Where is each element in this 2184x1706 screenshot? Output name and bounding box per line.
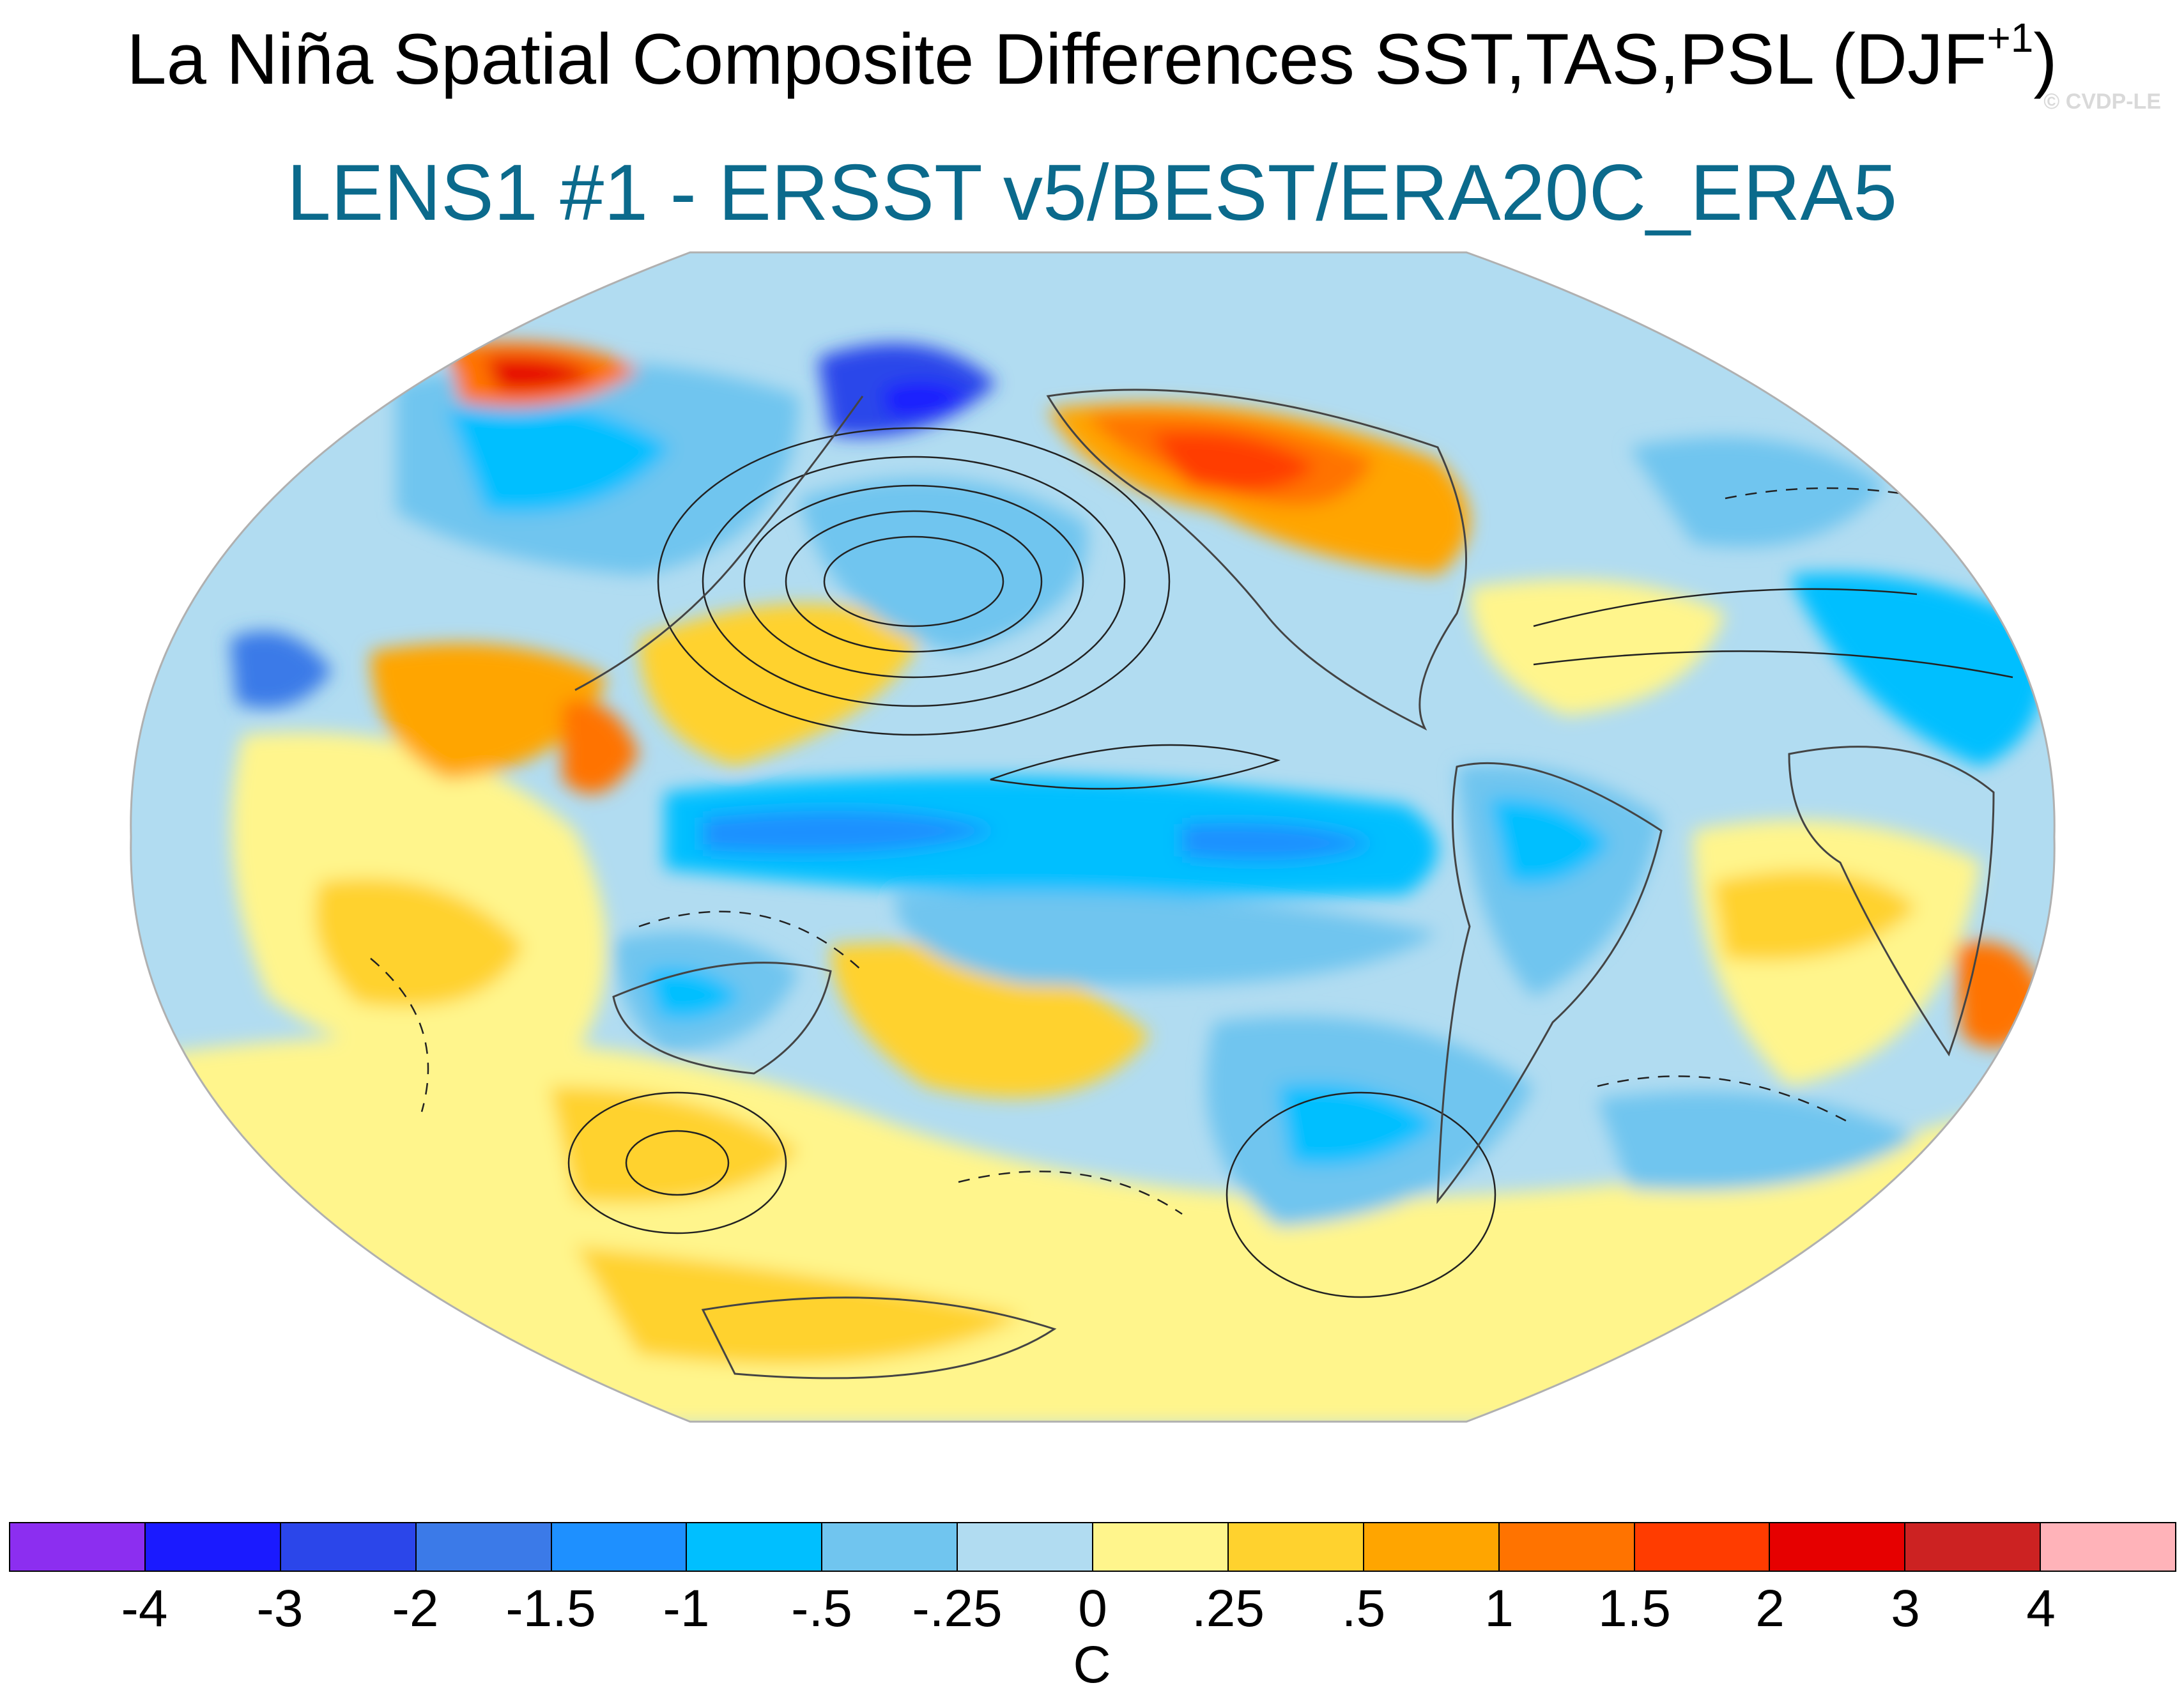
colorbar-swatch <box>1770 1523 1906 1571</box>
colorbar-tick-label: -4 <box>121 1579 168 1638</box>
colorbar-ticks: -4 -3 -2 -1.5 -1 -.5 -.25 0 .25 .5 1 1.5 2 3 4 <box>0 1577 2184 1641</box>
colorbar-swatch <box>1093 1523 1229 1571</box>
psl-contours-negative <box>370 487 1981 1215</box>
watermark: © CVDP-LE <box>2043 89 2161 114</box>
colorbar <box>9 1522 2176 1572</box>
colorbar-tick-label: -2 <box>392 1579 439 1638</box>
map-fill <box>130 252 2055 1422</box>
map-border <box>130 251 2056 1423</box>
colorbar-swatch <box>1634 1523 1771 1571</box>
plot-subtitle: LENS1 #1 - ERSST v5/BEST/ERA20C_ERA5 <box>286 149 1898 237</box>
title-close: ) <box>2033 19 2057 99</box>
colorbar-swatch <box>1499 1523 1635 1571</box>
colorbar-tick-label: -3 <box>256 1579 304 1638</box>
colorbar-tick-label: 1 <box>1484 1579 1514 1638</box>
colorbar-tick-label: -1.5 <box>505 1579 596 1638</box>
colorbar-swatch <box>822 1523 958 1571</box>
colorbar-swatch <box>281 1523 417 1571</box>
coastlines <box>574 388 1995 1379</box>
colorbar-tick-label: 3 <box>1891 1579 1920 1638</box>
colorbar-tick-label: .5 <box>1341 1579 1386 1638</box>
colorbar-tick-label: -1 <box>663 1579 710 1638</box>
colorbar-swatch <box>416 1523 552 1571</box>
colorbar-swatch <box>10 1523 146 1571</box>
colorbar-tick-label: 4 <box>2026 1579 2056 1638</box>
colorbar-swatch <box>1364 1523 1500 1571</box>
title-superscript: +1 <box>1987 15 2034 61</box>
colorbar-units: C <box>1073 1636 1111 1694</box>
colorbar-tick-label: 1.5 <box>1598 1579 1671 1638</box>
colorbar-swatch <box>958 1523 1093 1571</box>
world-map <box>130 251 2056 1423</box>
colorbar-swatch <box>1228 1523 1364 1571</box>
colorbar-swatch <box>551 1523 688 1571</box>
colorbar-swatch <box>1905 1523 2042 1571</box>
colorbar-tick-label: -.25 <box>912 1579 1003 1638</box>
colorbar-tick-label: 0 <box>1078 1579 1107 1638</box>
title-text: La Niña Spatial Composite Differences SS… <box>127 19 1987 99</box>
colorbar-tick-label: 2 <box>1755 1579 1785 1638</box>
plot-title: La Niña Spatial Composite Differences SS… <box>0 15 2184 101</box>
colorbar-tick-label: .25 <box>1192 1579 1265 1638</box>
psl-contours <box>567 427 2013 1298</box>
colorbar-swatch <box>2041 1523 2175 1571</box>
colorbar-swatch <box>687 1523 823 1571</box>
colorbar-swatch <box>145 1523 281 1571</box>
colorbar-tick-label: -.5 <box>791 1579 852 1638</box>
